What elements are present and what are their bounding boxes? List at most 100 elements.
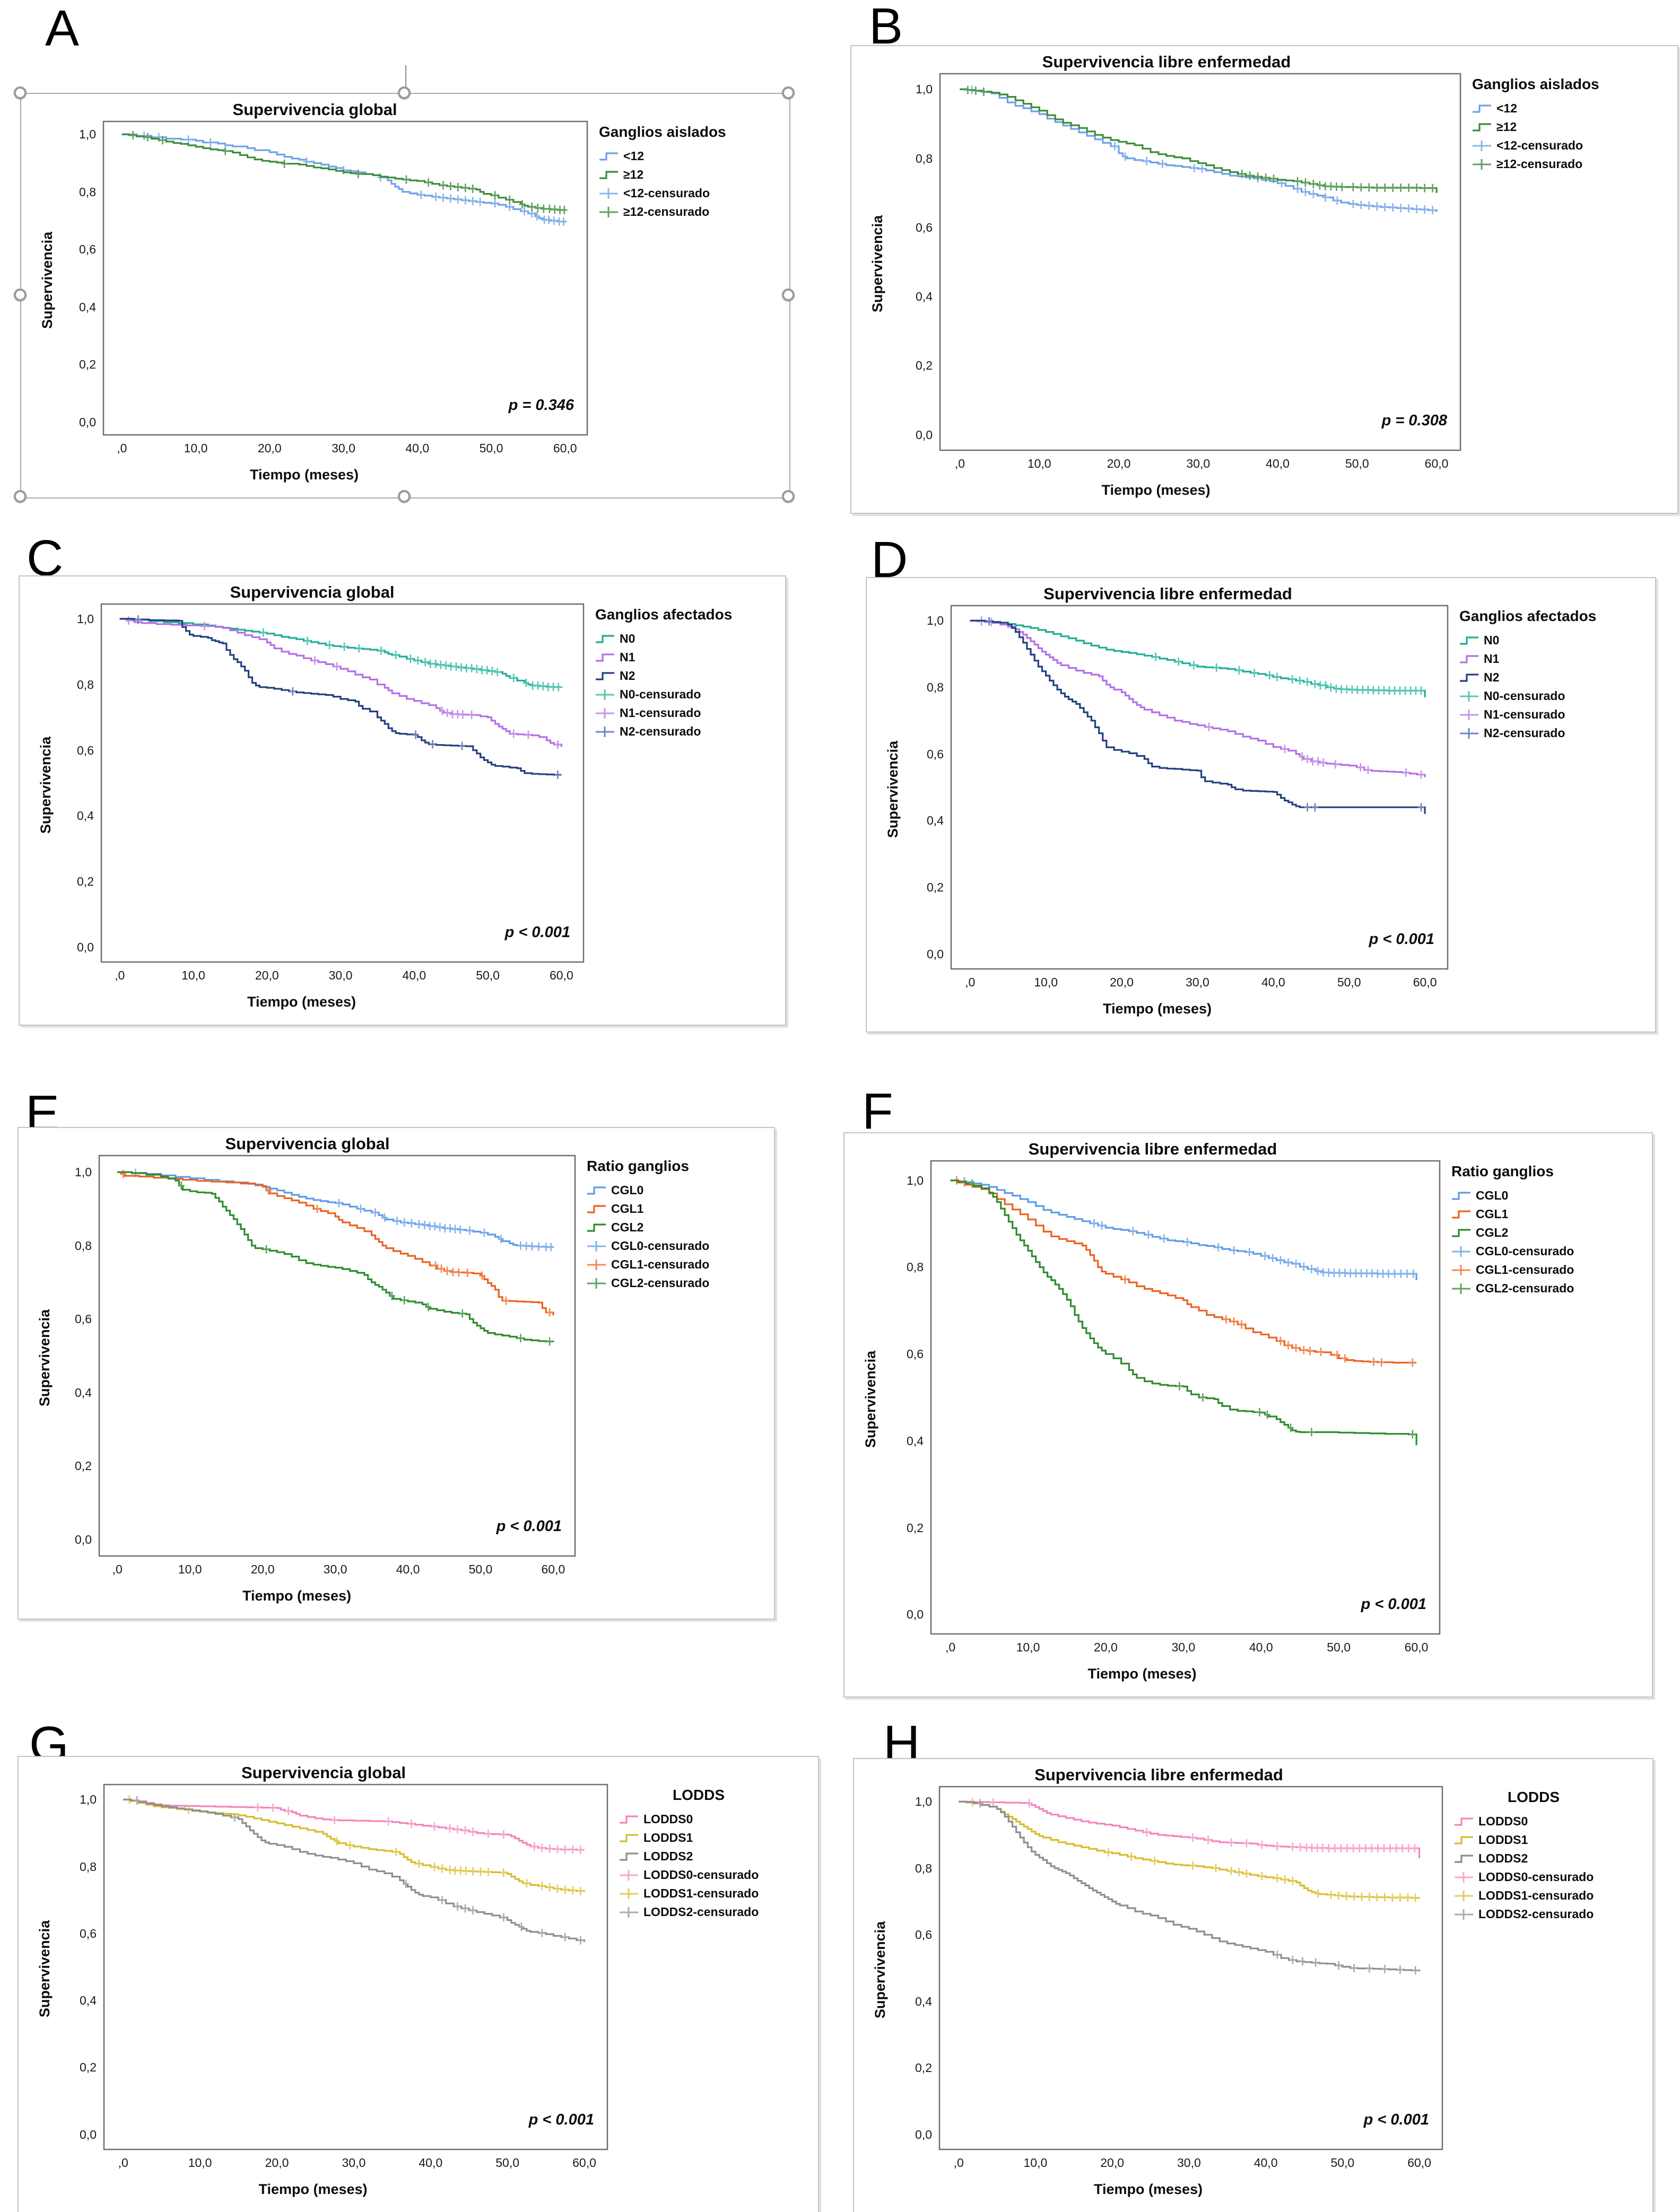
legend-item-label: N2 <box>620 669 636 683</box>
y-tick-label: 1,0 <box>907 1173 924 1187</box>
chart-image[interactable]: Supervivencia libre enfermedad 1,0 0,8 0,6 0… <box>866 577 1656 1033</box>
legend-item: LODDS1-censurado <box>1454 1886 1613 1905</box>
legend-line-icon <box>620 1815 638 1824</box>
legend-item: CGL1 <box>1451 1205 1574 1223</box>
survival-curve <box>959 1800 1421 1972</box>
legend-step-line <box>596 653 614 662</box>
chart-image[interactable]: Supervivencia global 1,0 0,8 0,6 0,4 0,2 0,0 ,0… <box>21 94 789 497</box>
y-tick-label: 0,0 <box>77 940 94 955</box>
legend-title: Ganglios aislados <box>1472 76 1599 92</box>
legend-item-label: CGL0 <box>1476 1188 1509 1202</box>
legend-item: N2 <box>1459 668 1596 687</box>
x-tick-label: 60,0 <box>1424 457 1449 470</box>
legend-item-label: ≥12-censurado <box>623 205 710 218</box>
x-tick-label: 60,0 <box>549 968 573 982</box>
legend-item-label: CGL1 <box>1476 1207 1509 1221</box>
legend-item: CGL1 <box>587 1200 709 1218</box>
p-value-label: p < 0.001 <box>1369 931 1434 948</box>
chart-title: Supervivencia libre enfermedad <box>1043 584 1292 603</box>
y-tick-label: 0,2 <box>915 2061 932 2075</box>
y-tick-label: 0,6 <box>77 743 94 757</box>
y-tick-label: 0,6 <box>907 1347 924 1361</box>
x-tick-label: ,0 <box>118 2156 128 2170</box>
legend-item: N1-censurado <box>595 704 732 722</box>
panel-letter: F <box>862 1083 893 1140</box>
plot-frame <box>98 1155 576 1557</box>
selection-handle[interactable] <box>782 86 795 99</box>
legend-item: CGL0-censurado <box>587 1237 709 1255</box>
legend-item: N2-censurado <box>1459 724 1596 742</box>
legend-step-line <box>620 1852 638 1861</box>
legend-item-label: CGL1-censurado <box>611 1257 710 1271</box>
legend-line-icon <box>1455 1854 1473 1863</box>
y-tick-label: 0,4 <box>80 1994 97 2008</box>
legend-item-label: LODDS0-censurado <box>1478 1870 1594 1884</box>
legend-line-icon <box>1455 1835 1473 1844</box>
selection-handle[interactable] <box>782 288 795 301</box>
x-tick-label: 10,0 <box>178 1562 202 1576</box>
x-tick-label: ,0 <box>112 1562 123 1576</box>
legend-item-label: LODDS2 <box>1478 1851 1528 1865</box>
x-tick-label: 30,0 <box>328 968 353 982</box>
legend-step-line <box>596 671 614 680</box>
chart-image[interactable]: Supervivencia global 1,0 0,8 0,6 0,4 0,2 0,0 ,0… <box>18 1756 819 2212</box>
legend-line-icon <box>620 1833 638 1842</box>
selection-handle[interactable] <box>398 490 411 503</box>
censor-marks <box>129 131 568 214</box>
legend-censor-icon <box>1452 1246 1470 1257</box>
legend-line-icon <box>596 634 614 643</box>
selection-handle[interactable] <box>782 490 795 503</box>
survival-curve <box>123 1798 586 1942</box>
legend-censor-icon <box>596 726 614 737</box>
legend-item: CGL2-censurado <box>1451 1279 1574 1298</box>
x-tick-label: 30,0 <box>1186 975 1209 989</box>
y-tick-label: 0,4 <box>916 290 933 304</box>
legend-step-line <box>587 1223 606 1232</box>
y-tick-label: 0,4 <box>75 1385 92 1400</box>
x-tick-label: ,0 <box>954 457 965 470</box>
selection-handle[interactable] <box>14 288 27 301</box>
plot-frame <box>939 73 1461 451</box>
legend-line-icon <box>1473 123 1491 132</box>
legend-item: N2 <box>595 667 732 685</box>
chart-image[interactable]: Supervivencia global 1,0 0,8 0,6 0,4 0,2 0,0 ,0… <box>18 1127 775 1620</box>
selection-handle[interactable] <box>398 86 411 99</box>
x-tick-label: 30,0 <box>332 441 355 455</box>
selection-handle[interactable] <box>14 490 27 503</box>
y-tick-label: 0,4 <box>77 809 94 823</box>
legend-step-line <box>1473 104 1491 113</box>
chart-image[interactable]: Supervivencia libre enfermedad 1,0 0,8 0,6 0… <box>850 45 1678 514</box>
chart-image[interactable]: Supervivencia libre enfermedad 1,0 0,8 0,6 0… <box>843 1132 1653 1698</box>
y-tick-label: 1,0 <box>79 127 96 142</box>
x-tick-label: 10,0 <box>1027 457 1051 470</box>
y-tick-label: 0,0 <box>79 415 96 429</box>
y-tick-label: 0,6 <box>916 220 933 234</box>
y-tick-label: 0,0 <box>907 1607 924 1622</box>
y-tick-label: 0,8 <box>916 151 933 165</box>
y-tick-label: 0,0 <box>916 427 933 442</box>
legend-step-line <box>620 1815 638 1824</box>
x-tick-label: 30,0 <box>1171 1640 1196 1654</box>
x-axis-title: Tiempo (meses) <box>1087 1666 1197 1682</box>
chart-image[interactable]: Supervivencia global 1,0 0,8 0,6 0,4 0,2 0,0 ,0… <box>19 575 786 1026</box>
legend-item-label: <12 <box>1496 101 1518 115</box>
legend-censor-icon <box>1455 1909 1473 1920</box>
y-tick-label: 1,0 <box>916 82 933 97</box>
legend-step-line <box>1455 1835 1473 1844</box>
panel-letter: B <box>869 0 903 55</box>
selection-handle[interactable] <box>14 86 27 99</box>
legend-censor-icon <box>620 1888 638 1899</box>
x-tick-label: 60,0 <box>572 2156 596 2170</box>
legend-item: N1-censurado <box>1459 705 1596 724</box>
x-tick-label: 20,0 <box>257 441 282 455</box>
legend-item-label: LODDS2-censurado <box>643 1905 759 1919</box>
censor-marks <box>135 615 561 779</box>
legend-step-line <box>1452 1191 1470 1200</box>
x-tick-label: 10,0 <box>1016 1640 1040 1654</box>
chart-image[interactable]: Supervivencia libre enfermedad 1,0 0,8 0,6 0… <box>853 1758 1653 2212</box>
legend-censor-icon <box>599 206 618 217</box>
legend-censor-icon <box>1473 140 1491 151</box>
legend-item: CGL2 <box>1451 1223 1574 1242</box>
x-tick-label: 20,0 <box>265 2156 289 2170</box>
y-tick-label: 0,8 <box>927 680 944 694</box>
